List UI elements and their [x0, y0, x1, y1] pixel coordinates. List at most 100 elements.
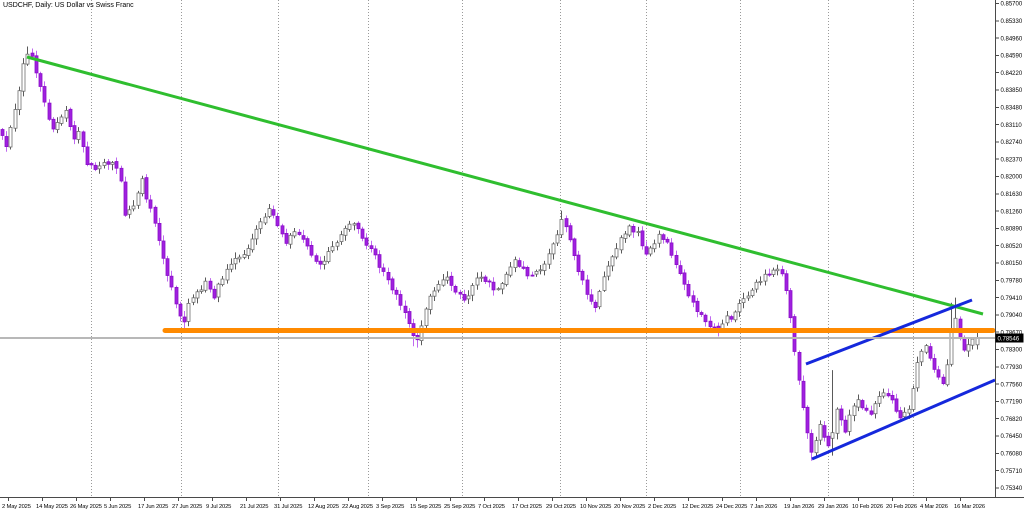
candle-body — [669, 242, 674, 256]
date-axis-label: 17 Jun 2025 — [138, 504, 168, 510]
candle-body — [246, 248, 251, 256]
candle-body — [42, 86, 47, 103]
price-axis-label: 0.81260 — [1001, 209, 1023, 215]
candle-body — [25, 53, 30, 65]
candle-body — [441, 279, 446, 286]
candle-body — [271, 209, 276, 216]
date-axis-label: 7 Oct 2025 — [478, 504, 505, 510]
date-axis-label: 22 Aug 2025 — [342, 504, 373, 510]
candle-body — [597, 291, 602, 308]
date-axis-label: 19 Jan 2026 — [784, 504, 814, 510]
candle-body — [394, 289, 399, 295]
date-axis-label: 31 Jul 2025 — [274, 504, 302, 510]
candle-body — [513, 259, 518, 269]
candle-body — [390, 278, 395, 291]
candle-body — [381, 267, 386, 272]
price-axis-label: 0.75340 — [1001, 486, 1023, 492]
price-axis-label: 0.76080 — [1001, 452, 1023, 458]
candle-body — [733, 311, 738, 321]
candle-body — [754, 281, 759, 290]
candle-body — [631, 225, 636, 233]
candle-body — [623, 233, 628, 239]
candle-body — [343, 227, 348, 236]
candle-body — [818, 423, 823, 441]
date-axis-label: 20 Nov 2025 — [614, 504, 645, 510]
candle-body — [682, 272, 687, 285]
candle-body — [182, 316, 187, 323]
time-axis[interactable]: 2 May 2025 14 May 2025 26 May 2025 5 Jun 20… — [0, 497, 1024, 511]
candle-body — [428, 295, 433, 310]
candle-body — [580, 270, 585, 281]
candle-body — [233, 257, 238, 265]
date-axis-label: 9 Jul 2025 — [206, 504, 231, 510]
candle-body — [258, 221, 263, 230]
candle-body — [852, 405, 857, 417]
candle-body — [140, 178, 145, 194]
date-axis-label: 27 Jun 2025 — [172, 504, 202, 510]
candle-body — [21, 63, 26, 92]
candle-body — [335, 242, 340, 247]
channel-upper-line[interactable] — [805, 298, 973, 366]
candle-body — [792, 316, 797, 352]
candle-body — [686, 283, 691, 297]
candle-body — [93, 164, 98, 170]
candle-body — [678, 265, 683, 275]
candle-body — [534, 270, 539, 275]
candle-body — [326, 251, 331, 263]
date-axis-label: 29 Jan 2026 — [818, 504, 848, 510]
candle-body — [508, 266, 513, 276]
candle-body — [267, 208, 272, 217]
candle-body — [407, 311, 412, 325]
descending-trendline[interactable] — [26, 55, 984, 316]
candle-body — [644, 246, 649, 255]
price-axis-label: 0.77560 — [1001, 382, 1023, 388]
candle-body — [542, 263, 547, 271]
candle-body — [945, 364, 950, 386]
candle-body — [110, 162, 115, 165]
candle-body — [161, 240, 166, 259]
candle-body — [59, 116, 64, 124]
candle-body — [458, 291, 463, 295]
date-axis-label: 10 Nov 2025 — [580, 504, 611, 510]
price-axis-label: 0.82370 — [1001, 157, 1023, 163]
candle-body — [555, 234, 560, 244]
candle-body — [148, 199, 153, 209]
candle-body — [373, 248, 378, 256]
candle-body — [127, 209, 132, 215]
price-axis-label: 0.80890 — [1001, 227, 1023, 233]
candle-body — [38, 73, 43, 87]
price-axis[interactable]: 0.85700 0.85330 0.84960 0.84590 0.84220 0.838… — [995, 0, 1023, 497]
candle-body — [330, 246, 335, 252]
price-axis-label: 0.78300 — [1001, 348, 1023, 354]
candle-body — [165, 258, 170, 276]
candle-body — [13, 109, 18, 129]
price-axis-label: 0.80150 — [1001, 261, 1023, 267]
candle-body — [636, 231, 641, 234]
candle-body — [847, 414, 852, 432]
candle-body — [169, 275, 174, 288]
candle-body — [741, 298, 746, 304]
bid-price-tag-value: 0.78546 — [998, 336, 1020, 342]
candle-body — [250, 238, 255, 251]
candle-body — [699, 312, 704, 315]
candle-body — [835, 408, 840, 434]
candle-body — [356, 222, 361, 230]
price-axis-label: 0.84220 — [1001, 71, 1023, 77]
price-axis-label: 0.83110 — [1001, 123, 1023, 129]
trendline-objects[interactable] — [26, 55, 996, 461]
candle-body — [585, 279, 590, 295]
candle-body — [966, 344, 971, 352]
candle-body — [305, 238, 310, 247]
date-axis-label: 5 Jun 2025 — [104, 504, 131, 510]
candle-body — [737, 303, 742, 313]
candle-body — [483, 276, 488, 282]
candle-body — [568, 225, 573, 241]
candle-body — [475, 277, 480, 286]
candle-body — [106, 161, 111, 165]
channel-lower-line[interactable] — [811, 378, 996, 461]
candle-body — [839, 408, 844, 421]
candle-body — [962, 338, 967, 351]
candle-body — [915, 362, 920, 389]
